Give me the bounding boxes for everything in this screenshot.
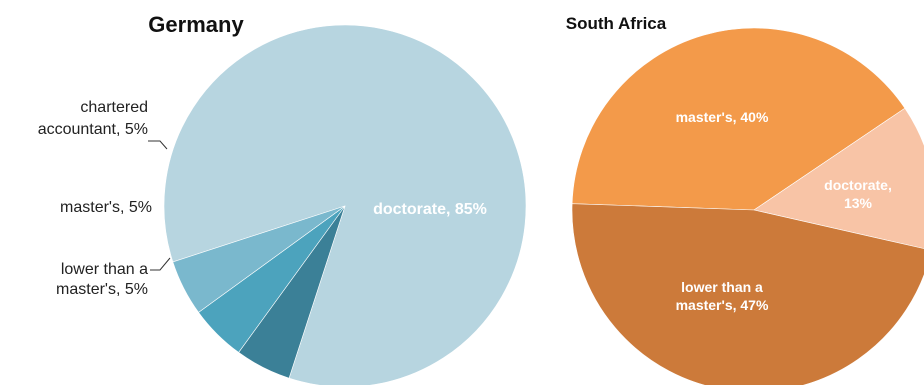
south-africa-pie-chart: master's, 40% doctorate, 13% lower than a ma… [566,14,924,385]
germany-leader-line-chartered-accountant [148,140,168,150]
germany-slice-doctorate [163,24,527,385]
south-africa-label-doctorate: doctorate, 13% [824,177,892,211]
germany-chart-title: Germany [148,12,244,37]
south-africa-label-lower-than-a-master-s: lower than a master's, 47% [676,279,769,313]
germany-slice-chartered-accountant [172,205,346,313]
germany-label-chartered-accountant: chartered accountant, 5% [38,99,148,138]
germany-leader-line-lower-than-a-master-s [150,257,171,271]
south-africa-slice-lower-than-a-master-s [571,203,924,385]
germany-label-doctorate: doctorate, 85% [373,201,487,218]
germany-label-master-s: master's, 5% [60,199,152,216]
south-africa-slice-doctorate [753,107,924,249]
south-africa-slice-master-s [571,27,906,211]
germany-label-lower-than-a-master-s: lower than a master's, 5% [56,261,148,298]
south-africa-label-master-s: master's, 40% [676,109,769,125]
germany-pie-chart: doctorate, 85% lower than a master's, 5% ma… [38,12,527,385]
south-africa-chart-title: South Africa [566,14,667,33]
